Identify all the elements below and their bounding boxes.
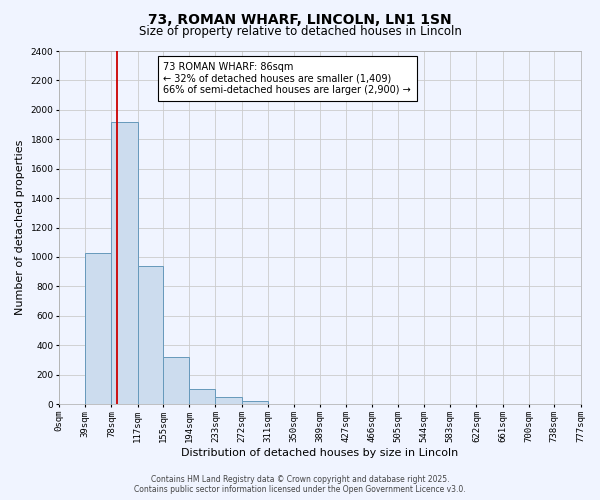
Bar [112, 122, 137, 404]
Bar [215, 397, 242, 404]
Text: 73 ROMAN WHARF: 86sqm
← 32% of detached houses are smaller (1,409)
66% of semi-d: 73 ROMAN WHARF: 86sqm ← 32% of detached … [163, 62, 411, 95]
Bar [85, 252, 112, 404]
Bar [163, 357, 189, 404]
Bar [189, 388, 215, 404]
X-axis label: Distribution of detached houses by size in Lincoln: Distribution of detached houses by size … [181, 448, 458, 458]
Text: 73, ROMAN WHARF, LINCOLN, LN1 1SN: 73, ROMAN WHARF, LINCOLN, LN1 1SN [148, 12, 452, 26]
Bar [137, 266, 163, 404]
Text: Size of property relative to detached houses in Lincoln: Size of property relative to detached ho… [139, 25, 461, 38]
Y-axis label: Number of detached properties: Number of detached properties [15, 140, 25, 316]
Text: Contains HM Land Registry data © Crown copyright and database right 2025.
Contai: Contains HM Land Registry data © Crown c… [134, 474, 466, 494]
Bar [242, 401, 268, 404]
